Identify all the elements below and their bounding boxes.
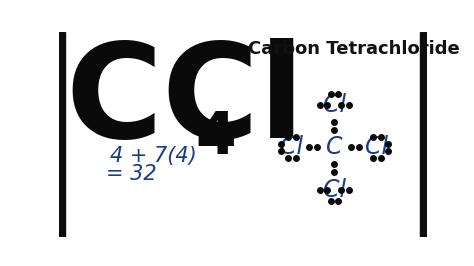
- Text: = 32: = 32: [106, 164, 156, 184]
- Text: CCl: CCl: [65, 38, 305, 165]
- Bar: [59, 32, 65, 237]
- Text: Carbon Tetrachloride: Carbon Tetrachloride: [247, 40, 459, 58]
- Text: Cl: Cl: [323, 178, 346, 202]
- Text: Cl: Cl: [365, 135, 389, 159]
- Text: 4: 4: [195, 109, 236, 166]
- Text: C: C: [326, 135, 343, 159]
- Text: Cl: Cl: [323, 93, 346, 117]
- Bar: [420, 32, 427, 237]
- Text: Cl: Cl: [280, 135, 303, 159]
- Text: 4 + 7(4): 4 + 7(4): [109, 146, 196, 166]
